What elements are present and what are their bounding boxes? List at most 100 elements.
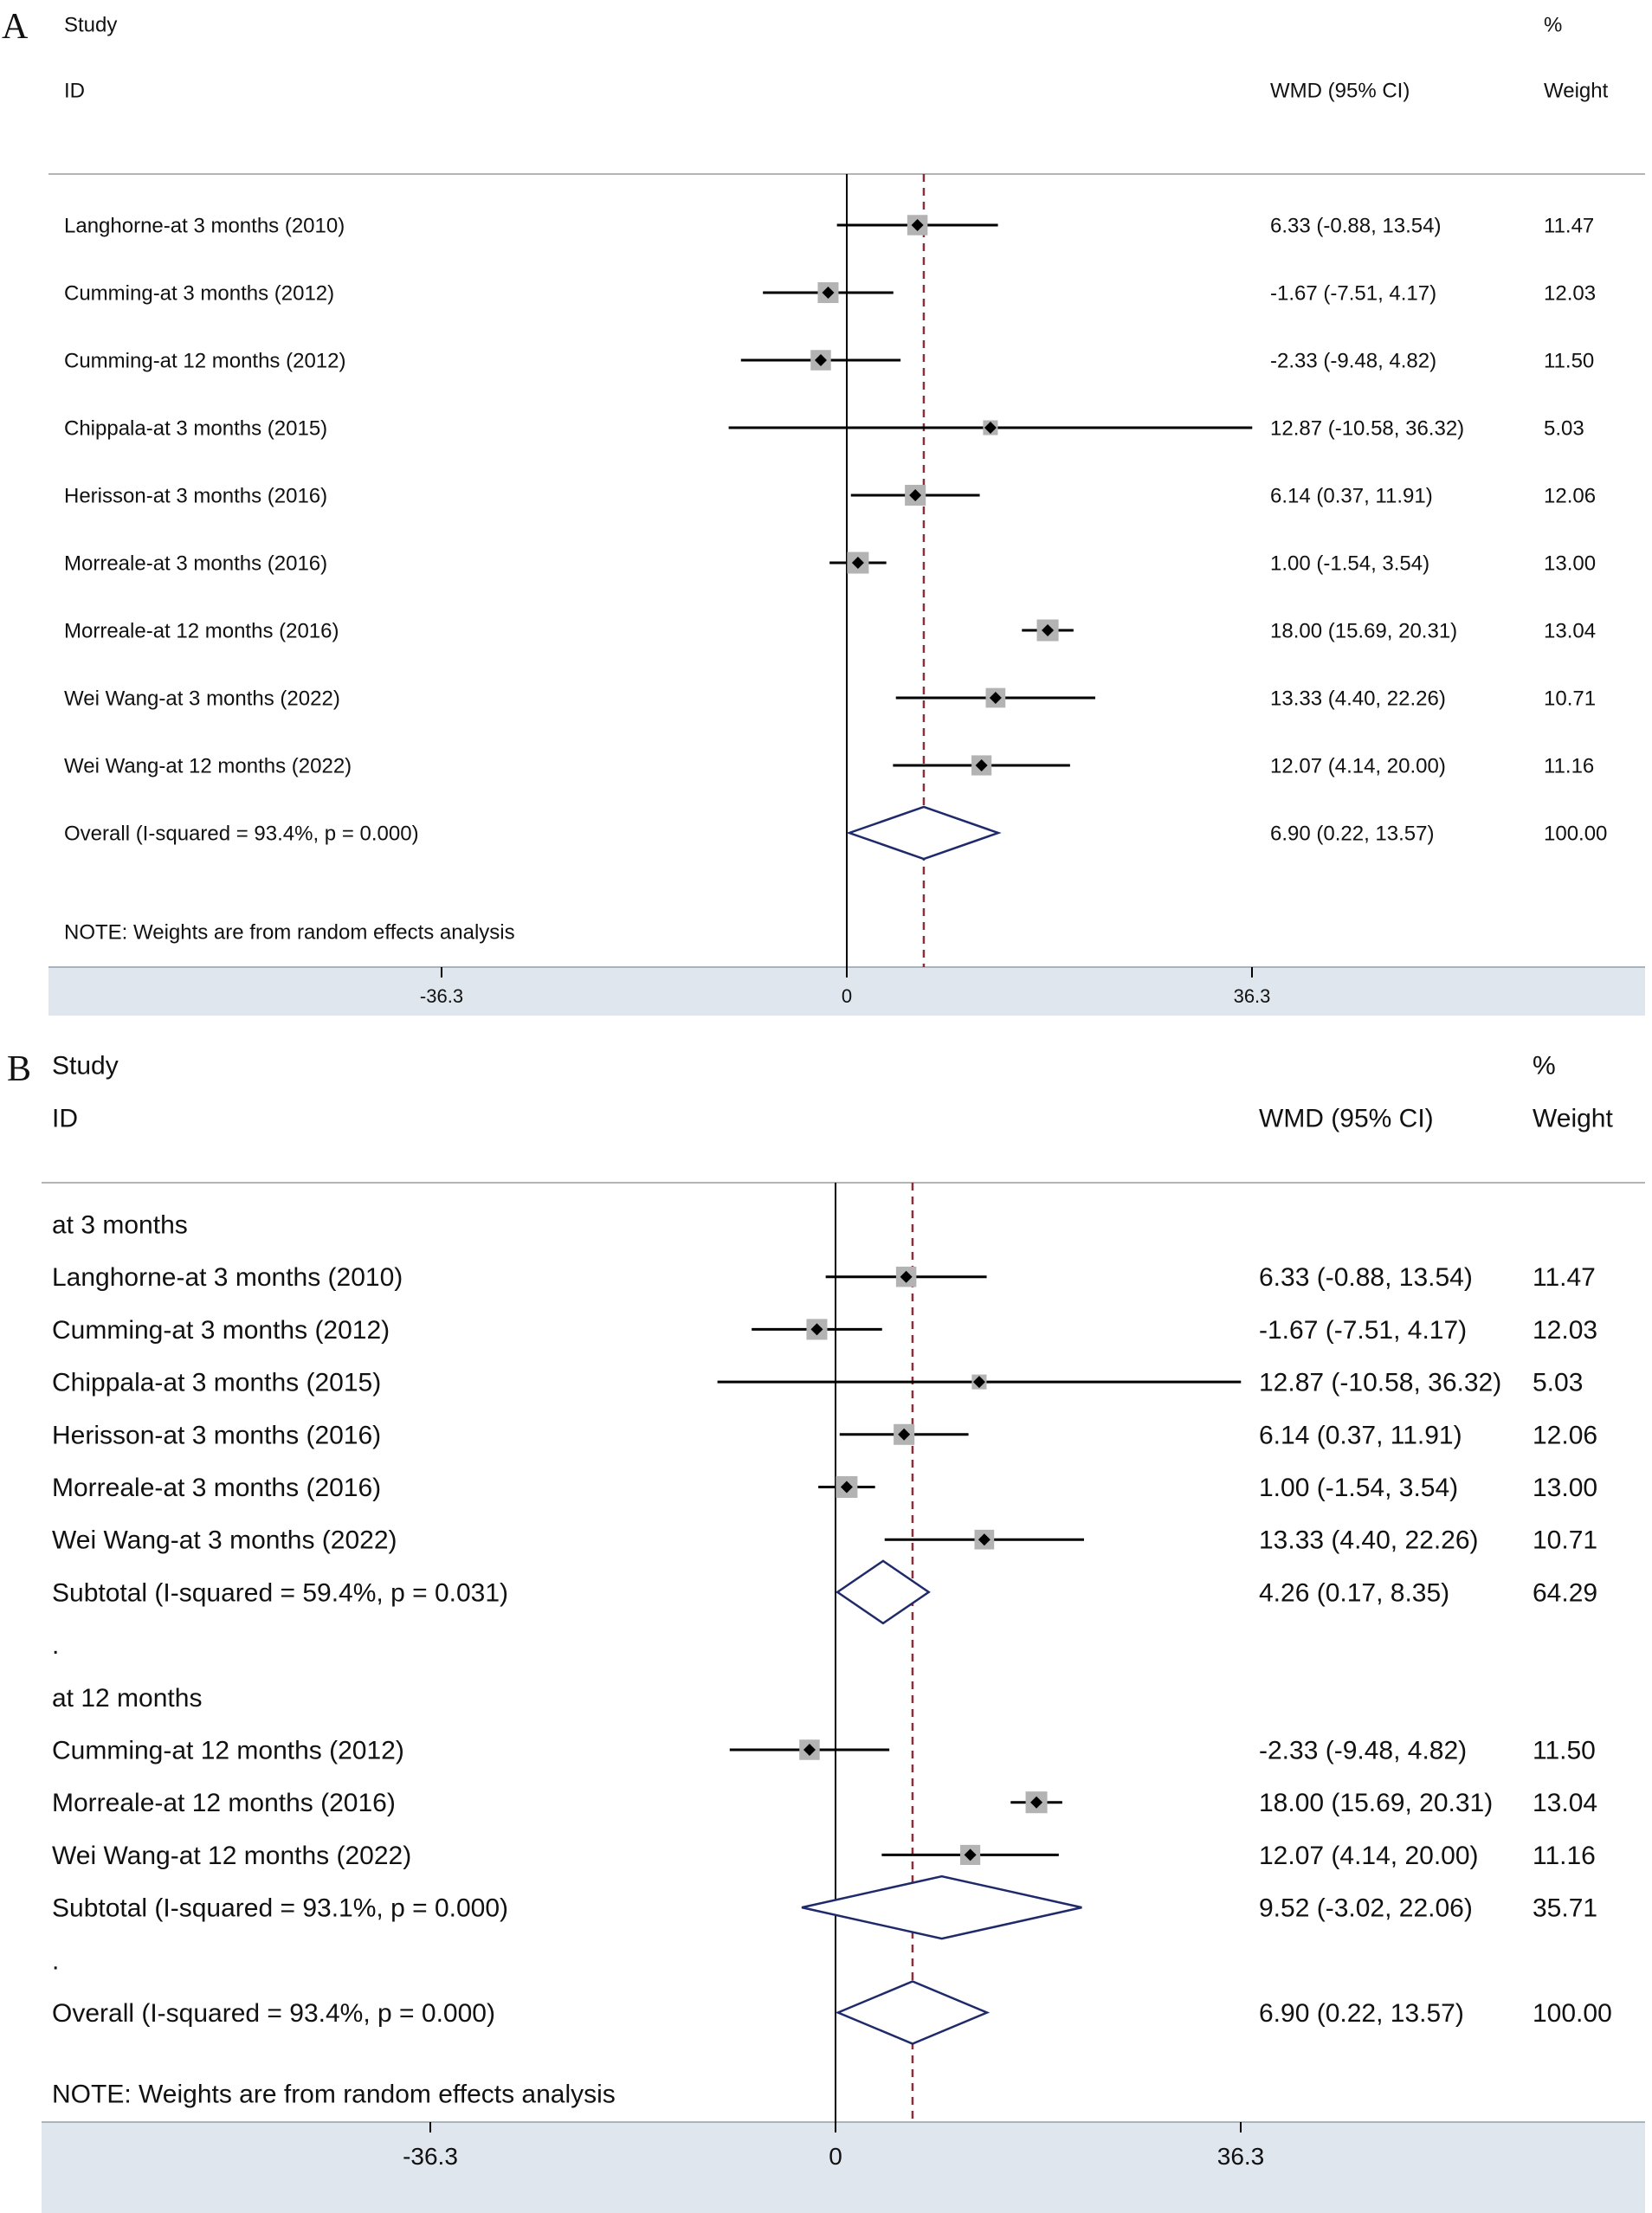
panel-label: B (7, 1049, 31, 1089)
row-subtotal: Subtotal (I-squared = 59.4%, p = 0.031) 4… (52, 1559, 1597, 1625)
row-study: Langhorne-at 3 months (2010) 6.33 (-0.88,… (52, 1263, 1596, 1292)
study-label: Morreale-at 12 months (2016) (52, 1789, 396, 1817)
overall-label: Overall (I-squared = 93.4%, p = 0.000) (64, 822, 419, 845)
header-weight: Weight (1544, 79, 1609, 102)
point-estimate (911, 219, 924, 231)
weight-text: 11.50 (1533, 1737, 1596, 1765)
header-percent: % (1533, 1052, 1556, 1081)
note-text: NOTE: Weights are from random effects an… (52, 2081, 616, 2109)
header-effect: WMD (95% CI) (1259, 1105, 1434, 1133)
point-estimate (840, 1481, 853, 1494)
weight-text: 12.03 (1544, 281, 1596, 305)
weight-text: 13.00 (1533, 1474, 1597, 1502)
x-tick-label: 36.3 (1234, 985, 1271, 1007)
row-study: Wei Wang-at 12 months (2022) 12.07 (4.14,… (64, 754, 1594, 777)
effect-text: 18.00 (15.69, 20.31) (1270, 619, 1457, 642)
row-study: Chippala-at 3 months (2015) 12.87 (-10.58… (64, 416, 1584, 440)
panel-label: A (2, 7, 29, 47)
point-estimate (900, 1270, 913, 1283)
x-tick-label: -36.3 (403, 2143, 458, 2170)
group-label: at 3 months (52, 1211, 188, 1240)
point-estimate (851, 557, 864, 569)
row-study: Cumming-at 12 months (2012) -2.33 (-9.48,… (64, 349, 1594, 372)
point-estimate (803, 1744, 816, 1756)
point-estimate (898, 1428, 911, 1441)
row-dot: . (52, 1631, 59, 1660)
group-label: at 12 months (52, 1684, 202, 1713)
study-label: Morreale-at 3 months (2016) (52, 1474, 381, 1502)
point-estimate (978, 1533, 991, 1546)
effect-text: 9.52 (-3.02, 22.06) (1259, 1894, 1473, 1923)
effect-text: 6.33 (-0.88, 13.54) (1259, 1263, 1473, 1292)
row-study: Morreale-at 12 months (2016) 18.00 (15.69… (64, 619, 1596, 642)
row-study: Morreale-at 12 months (2016) 18.00 (15.69… (52, 1789, 1597, 1817)
point-estimate (810, 1323, 823, 1336)
point-estimate (984, 422, 997, 434)
effect-text: -2.33 (-9.48, 4.82) (1259, 1737, 1467, 1765)
weight-text: 10.71 (1533, 1526, 1597, 1555)
study-label: Wei Wang-at 3 months (2022) (64, 687, 340, 710)
panel-a: A Study ID WMD (95% CI)% Weight Langhorne-at … (2, 7, 1645, 1016)
effect-text: 1.00 (-1.54, 3.54) (1259, 1474, 1458, 1502)
row-study: Chippala-at 3 months (2015) 12.87 (-10.58… (52, 1369, 1583, 1397)
row-group: at 3 months (52, 1211, 188, 1240)
spacer-dot: . (52, 1631, 59, 1660)
point-estimate (1030, 1796, 1043, 1809)
row-group: at 12 months (52, 1684, 202, 1713)
subtotal-label: Subtotal (I-squared = 93.1%, p = 0.000) (52, 1894, 508, 1923)
subtotal-diamond (801, 1874, 1082, 1940)
study-label: Herisson-at 3 months (2016) (64, 484, 327, 507)
panel-b: B Study ID WMD (95% CI)% Weight at 3 months La… (7, 1049, 1645, 2213)
effect-text: 12.87 (-10.58, 36.32) (1270, 416, 1464, 440)
weight-text: 35.71 (1533, 1894, 1597, 1923)
point-estimate (989, 692, 1002, 704)
overall-label: Overall (I-squared = 93.4%, p = 0.000) (52, 1999, 495, 2028)
header-study: Study (52, 1052, 119, 1081)
overall-diamond (835, 1980, 991, 2045)
weight-text: 5.03 (1544, 416, 1584, 440)
study-label: Cumming-at 12 months (2012) (52, 1737, 404, 1765)
effect-text: 12.07 (4.14, 20.00) (1270, 754, 1446, 777)
effect-text: 6.90 (0.22, 13.57) (1259, 1999, 1464, 2028)
study-label: Morreale-at 12 months (2016) (64, 619, 339, 642)
header-weight: Weight (1533, 1105, 1613, 1133)
study-label: Cumming-at 3 months (2012) (64, 281, 334, 305)
x-tick-label: 0 (829, 2143, 842, 2170)
weight-text: 12.06 (1544, 484, 1596, 507)
effect-text: 4.26 (0.17, 8.35) (1259, 1578, 1449, 1607)
study-label: Chippala-at 3 months (2015) (64, 416, 327, 440)
row-study: Morreale-at 3 months (2016) 1.00 (-1.54, … (52, 1474, 1597, 1502)
subtotal-label: Subtotal (I-squared = 59.4%, p = 0.031) (52, 1578, 508, 1607)
row-study: Herisson-at 3 months (2016) 6.14 (0.37, 1… (52, 1421, 1597, 1449)
point-estimate (972, 1376, 985, 1389)
header-id: ID (64, 79, 85, 102)
weight-text: 11.16 (1533, 1842, 1596, 1870)
weight-text: 5.03 (1533, 1369, 1583, 1397)
study-label: Cumming-at 3 months (2012) (52, 1316, 390, 1345)
weight-text: 10.71 (1544, 687, 1596, 710)
study-label: Langhorne-at 3 months (2010) (52, 1263, 403, 1292)
row-overall: Overall (I-squared = 93.4%, p = 0.000) 6.… (52, 1980, 1612, 2045)
row-study: Morreale-at 3 months (2016) 1.00 (-1.54, … (64, 552, 1596, 575)
weight-text: 11.50 (1544, 349, 1594, 372)
x-tick-label: -36.3 (420, 985, 463, 1007)
subtotal-diamond (835, 1559, 931, 1625)
effect-text: 12.07 (4.14, 20.00) (1259, 1842, 1479, 1870)
weight-text: 100.00 (1544, 822, 1607, 845)
row-study: Wei Wang-at 3 months (2022) 13.33 (4.40, … (64, 687, 1596, 710)
effect-text: -1.67 (-7.51, 4.17) (1259, 1316, 1467, 1345)
effect-text: -2.33 (-9.48, 4.82) (1270, 349, 1436, 372)
row-study: Cumming-at 3 months (2012) -1.67 (-7.51, … (64, 281, 1596, 305)
effect-text: 6.14 (0.37, 11.91) (1270, 484, 1433, 507)
study-label: Wei Wang-at 3 months (2022) (52, 1526, 397, 1555)
axis-band (42, 2122, 1645, 2213)
header-id: ID (52, 1105, 78, 1133)
effect-text: -1.67 (-7.51, 4.17) (1270, 281, 1436, 305)
study-label: Morreale-at 3 months (2016) (64, 552, 327, 575)
effect-text: 1.00 (-1.54, 3.54) (1270, 552, 1429, 575)
header-study: Study (64, 13, 117, 36)
effect-text: 13.33 (4.40, 22.26) (1259, 1526, 1479, 1555)
study-label: Cumming-at 12 months (2012) (64, 349, 345, 372)
weight-text: 64.29 (1533, 1578, 1597, 1607)
